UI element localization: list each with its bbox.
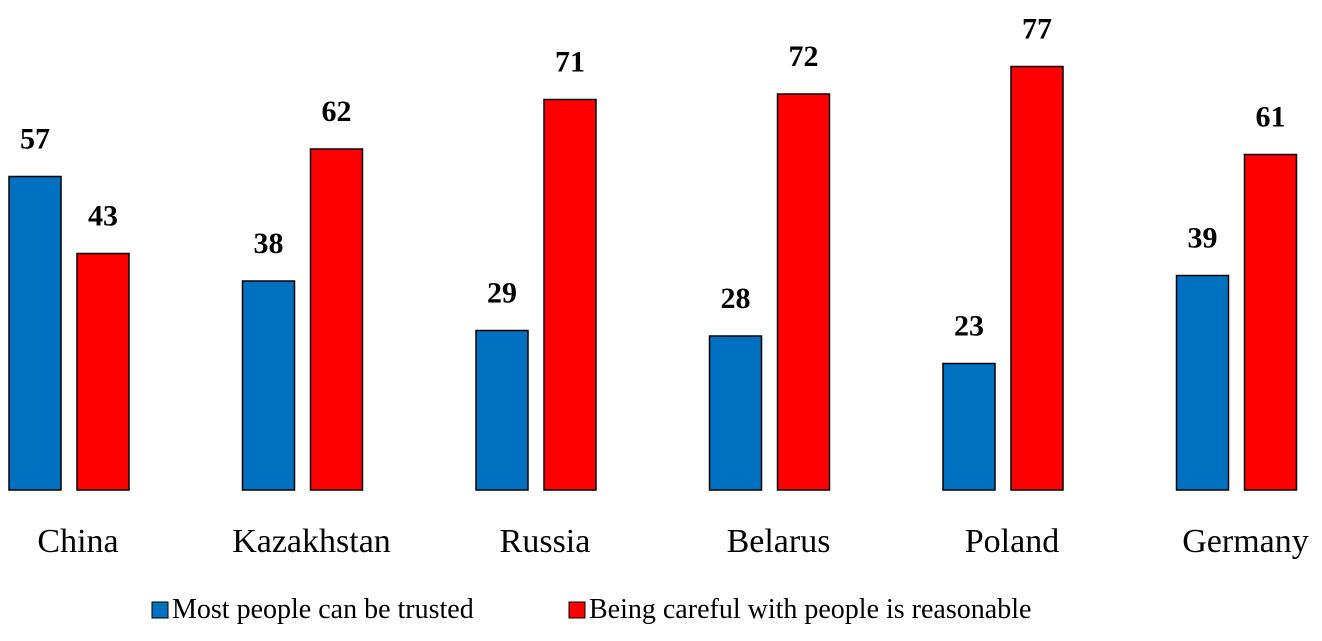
legend-label-trusted: Most people can be trusted <box>172 594 474 625</box>
category-label-germany: Germany <box>1182 523 1309 560</box>
legend-label-careful: Being careful with people is reasonable <box>589 594 1031 625</box>
bar-trusted-poland <box>942 362 996 491</box>
bar-trusted-russia <box>475 329 529 491</box>
data-label: 39 <box>1188 222 1218 255</box>
category-label-china: China <box>37 523 118 560</box>
data-label: 29 <box>487 277 517 310</box>
bar-careful-china <box>76 252 130 491</box>
data-label: 71 <box>555 46 585 79</box>
bar-trusted-kazakhstan <box>241 280 296 491</box>
category-label-kazakhstan: Kazakhstan <box>232 523 391 560</box>
data-label: 38 <box>254 227 284 260</box>
data-label: 43 <box>88 200 118 233</box>
category-labels-group: China Kazakhstan Russia Belarus Poland German… <box>37 523 1308 560</box>
data-label: 72 <box>789 40 819 73</box>
bar-careful-belarus <box>776 93 831 491</box>
legend-swatch-trusted <box>151 601 169 619</box>
value-labels-group: 57 43 38 62 29 71 28 72 23 77 39 61 <box>20 13 1286 343</box>
data-label: 23 <box>954 310 984 343</box>
bar-trusted-belarus <box>708 335 763 491</box>
legend-swatch-careful <box>568 601 586 619</box>
bar-careful-russia <box>543 98 597 491</box>
bar-careful-kazakhstan <box>309 148 364 491</box>
category-label-poland: Poland <box>965 523 1059 560</box>
bar-trusted-germany <box>1175 274 1230 491</box>
category-label-russia: Russia <box>500 523 591 560</box>
category-label-belarus: Belarus <box>727 523 831 560</box>
data-label: 62 <box>322 95 352 128</box>
data-label: 28 <box>721 282 751 315</box>
data-label: 61 <box>1256 101 1286 134</box>
bar-careful-poland <box>1010 65 1064 491</box>
legend: Most people can be trusted Being careful … <box>151 594 1031 625</box>
bar-trusted-china <box>8 175 62 491</box>
data-label: 77 <box>1022 13 1052 46</box>
bars-group <box>8 65 1298 491</box>
bar-careful-germany <box>1243 153 1298 491</box>
data-label: 57 <box>20 123 50 156</box>
